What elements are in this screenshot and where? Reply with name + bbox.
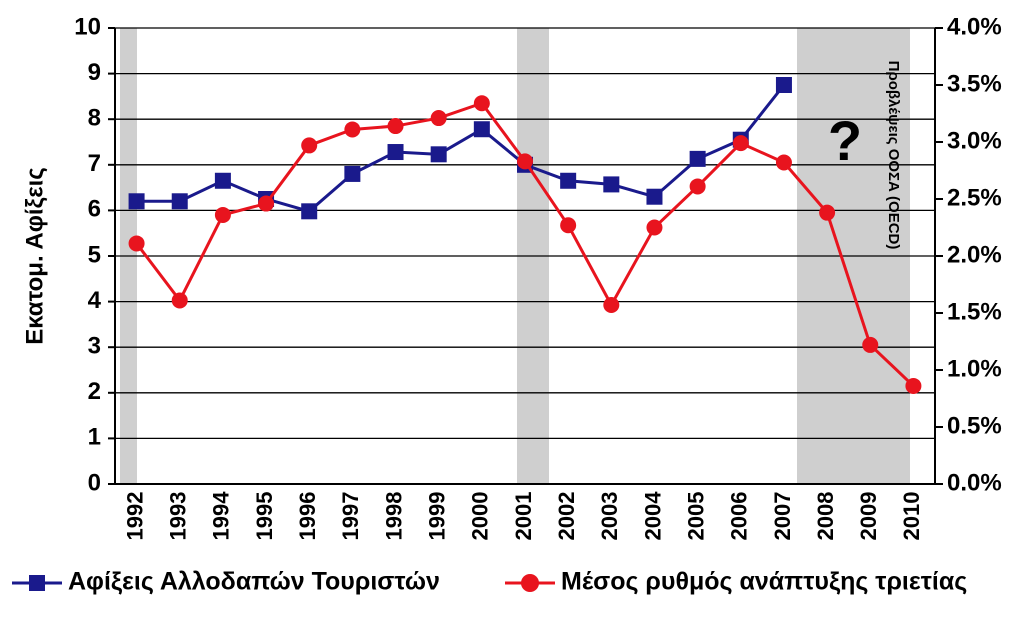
marker bbox=[560, 172, 577, 189]
marker bbox=[646, 188, 663, 205]
x-tick-label: 1992 bbox=[122, 492, 147, 541]
marker bbox=[775, 77, 792, 93]
legend-marker bbox=[521, 574, 539, 592]
marker bbox=[473, 121, 490, 138]
y2-tick-label: 0.5% bbox=[947, 412, 1002, 439]
legend-marker bbox=[29, 575, 45, 591]
x-tick-label: 2000 bbox=[468, 492, 493, 541]
y-tick-label: 5 bbox=[88, 241, 101, 268]
marker bbox=[258, 195, 275, 212]
y-tick-label: 2 bbox=[88, 378, 101, 405]
marker bbox=[430, 110, 447, 127]
x-tick-label: 2005 bbox=[683, 492, 708, 541]
legend-label: Αφίξεις Αλλοδαπών Τουριστών bbox=[68, 568, 440, 596]
x-tick-label: 2006 bbox=[727, 492, 752, 541]
marker bbox=[560, 217, 577, 234]
x-tick-label: 1998 bbox=[381, 492, 406, 541]
y-tick-label: 9 bbox=[88, 59, 101, 86]
marker bbox=[646, 219, 663, 236]
y2-tick-label: 3.0% bbox=[947, 127, 1002, 154]
marker bbox=[473, 95, 490, 112]
y2-tick-label: 2.0% bbox=[947, 241, 1002, 268]
y-tick-label: 4 bbox=[88, 287, 102, 314]
marker bbox=[214, 206, 231, 223]
marker bbox=[171, 292, 188, 309]
x-tick-label: 1996 bbox=[295, 492, 320, 541]
y-tick-label: 0 bbox=[88, 469, 101, 496]
x-tick-label: 2007 bbox=[770, 492, 795, 541]
x-tick-label: 1995 bbox=[252, 492, 277, 541]
y2-tick-label: 2.5% bbox=[947, 184, 1002, 211]
marker bbox=[603, 297, 620, 314]
y-tick-label: 1 bbox=[88, 424, 101, 451]
question-mark: ? bbox=[828, 109, 862, 172]
y2-tick-label: 4.0% bbox=[947, 13, 1002, 40]
x-tick-label: 2004 bbox=[640, 491, 665, 541]
marker bbox=[344, 165, 361, 182]
y2-tick-label: 0.0% bbox=[947, 469, 1002, 496]
marker bbox=[689, 150, 706, 167]
y-tick-label: 8 bbox=[88, 105, 101, 132]
y2-tick-label: 1.5% bbox=[947, 298, 1002, 325]
x-tick-label: 2002 bbox=[554, 492, 579, 541]
marker bbox=[387, 118, 404, 135]
y-axis-title: Εκατομ. Αφίξεις bbox=[21, 167, 48, 345]
marker bbox=[905, 377, 922, 394]
marker bbox=[603, 176, 620, 193]
marker bbox=[344, 121, 361, 138]
x-tick-label: 1997 bbox=[338, 492, 363, 541]
marker bbox=[128, 235, 145, 252]
x-tick-label: 2001 bbox=[511, 492, 536, 541]
y2-tick-label: 1.0% bbox=[947, 355, 1002, 382]
y-tick-label: 10 bbox=[74, 13, 101, 40]
marker bbox=[301, 203, 318, 220]
x-tick-label: 2003 bbox=[597, 492, 622, 541]
x-tick-label: 2010 bbox=[899, 492, 924, 541]
legend-label: Μέσος ρυθμός ανάπτυξης τριετίας bbox=[561, 568, 967, 596]
marker bbox=[430, 146, 447, 163]
marker bbox=[775, 154, 792, 171]
marker bbox=[517, 153, 533, 170]
series-line bbox=[136, 84, 786, 213]
y-tick-label: 6 bbox=[88, 196, 101, 223]
y-tick-label: 3 bbox=[88, 333, 101, 360]
marker bbox=[732, 135, 749, 152]
x-tick-label: 1999 bbox=[424, 492, 449, 541]
marker bbox=[819, 204, 836, 221]
marker bbox=[387, 144, 404, 161]
y2-tick-label: 3.5% bbox=[947, 70, 1002, 97]
forecast-label: Προβλέψεις ΟΟΣΑ (OECD) bbox=[885, 61, 902, 250]
marker bbox=[689, 178, 706, 195]
x-tick-label: 2009 bbox=[856, 492, 881, 541]
x-tick-label: 1993 bbox=[166, 492, 191, 541]
marker bbox=[301, 137, 318, 154]
y-tick-label: 7 bbox=[88, 150, 101, 177]
x-tick-label: 2008 bbox=[813, 492, 838, 541]
marker bbox=[214, 172, 231, 189]
marker bbox=[862, 336, 879, 353]
x-tick-label: 1994 bbox=[209, 491, 234, 541]
marker bbox=[171, 193, 188, 210]
marker bbox=[128, 193, 145, 210]
